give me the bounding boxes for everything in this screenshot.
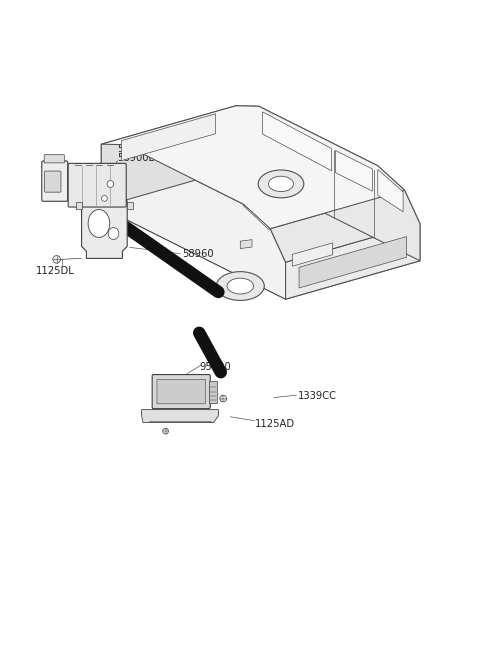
Polygon shape — [378, 169, 403, 212]
Polygon shape — [286, 224, 420, 299]
FancyBboxPatch shape — [157, 379, 205, 404]
Polygon shape — [240, 239, 252, 249]
Ellipse shape — [108, 228, 119, 239]
Ellipse shape — [268, 176, 293, 192]
Text: 1339CC: 1339CC — [298, 391, 336, 401]
Polygon shape — [236, 106, 420, 261]
FancyBboxPatch shape — [68, 163, 126, 207]
Circle shape — [220, 395, 227, 402]
FancyBboxPatch shape — [44, 155, 64, 163]
Polygon shape — [101, 144, 286, 299]
Polygon shape — [299, 237, 407, 288]
Polygon shape — [243, 204, 270, 230]
Bar — [209, 380, 217, 403]
Ellipse shape — [216, 272, 264, 300]
Ellipse shape — [88, 209, 110, 237]
Circle shape — [102, 195, 108, 201]
FancyBboxPatch shape — [42, 161, 68, 201]
Polygon shape — [101, 106, 405, 229]
Polygon shape — [82, 201, 127, 258]
Polygon shape — [336, 151, 372, 191]
Text: 58960: 58960 — [182, 249, 214, 258]
Text: 1125AD: 1125AD — [254, 419, 295, 429]
Polygon shape — [263, 112, 332, 171]
Text: 58900B: 58900B — [118, 144, 156, 154]
Polygon shape — [142, 409, 218, 422]
Polygon shape — [292, 243, 333, 266]
Polygon shape — [101, 169, 420, 299]
Bar — [127, 202, 133, 209]
Circle shape — [163, 428, 168, 434]
Text: 1125DL: 1125DL — [36, 266, 75, 276]
Ellipse shape — [258, 170, 304, 198]
Polygon shape — [270, 190, 420, 262]
Circle shape — [107, 180, 114, 188]
FancyBboxPatch shape — [45, 171, 61, 192]
Polygon shape — [101, 106, 236, 207]
Bar — [76, 202, 82, 209]
Polygon shape — [121, 113, 216, 161]
Ellipse shape — [227, 278, 253, 294]
Text: 58900B: 58900B — [118, 153, 156, 163]
Text: 95690: 95690 — [199, 362, 231, 373]
Circle shape — [53, 256, 60, 263]
FancyBboxPatch shape — [152, 375, 210, 409]
